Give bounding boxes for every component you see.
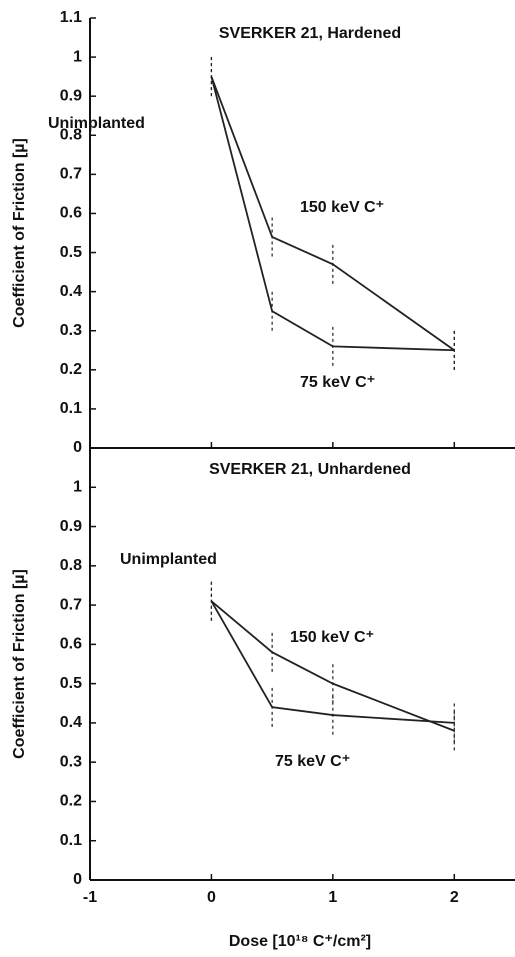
panel-title: SVERKER 21, Unhardened <box>209 461 411 478</box>
y-tick-label: 0.4 <box>60 714 82 731</box>
y-tick-label: 0.1 <box>60 400 82 417</box>
series-label: 150 keV C⁺ <box>300 199 384 216</box>
y-tick-label: 0.4 <box>60 283 82 300</box>
series-line <box>210 76 455 352</box>
annotation: Unimplanted <box>120 551 217 568</box>
y-tick-label: 1.1 <box>60 9 82 26</box>
y-tick-label: 0.1 <box>60 832 82 849</box>
annotation: Unimplanted <box>48 115 145 132</box>
x-tick-label: -1 <box>83 889 97 906</box>
y-tick-label: 0.2 <box>60 793 82 810</box>
y-tick-label: 0.5 <box>60 244 82 261</box>
y-tick-label: 1 <box>73 48 82 65</box>
x-tick-label: 1 <box>328 889 337 906</box>
series-line <box>210 76 455 352</box>
y-tick-label: 0.7 <box>60 596 82 613</box>
y-tick-label: 0.2 <box>60 361 82 378</box>
y-axis-label: Coefficient of Friction [µ] <box>11 569 28 759</box>
y-tick-label: 0.8 <box>60 126 82 143</box>
x-axis-label: Dose [10¹⁸ C⁺/cm²] <box>229 933 371 950</box>
y-tick-label: 0.8 <box>60 557 82 574</box>
y-axis-label: Coefficient of Friction [µ] <box>11 138 28 328</box>
y-tick-label: 0.9 <box>60 87 82 104</box>
y-tick-label: 0.6 <box>60 205 82 222</box>
series-line <box>210 600 455 724</box>
y-tick-label: 0.3 <box>60 322 82 339</box>
y-tick-label: 0.9 <box>60 518 82 535</box>
y-tick-label: 0.3 <box>60 753 82 770</box>
series-label: 75 keV C⁺ <box>275 753 350 770</box>
series-label: 75 keV C⁺ <box>300 374 375 391</box>
y-tick-label: 0.7 <box>60 166 82 183</box>
y-tick-label: 0 <box>73 871 82 888</box>
y-tick-label: 0.6 <box>60 636 82 653</box>
y-tick-label: 0 <box>73 439 82 456</box>
series-line <box>210 600 455 732</box>
x-tick-label: 0 <box>207 889 216 906</box>
y-tick-label: 1 <box>73 478 82 495</box>
y-tick-label: 0.5 <box>60 675 82 692</box>
panel-title: SVERKER 21, Hardened <box>219 25 401 42</box>
series-label: 150 keV C⁺ <box>290 629 374 646</box>
x-tick-label: 2 <box>450 889 459 906</box>
